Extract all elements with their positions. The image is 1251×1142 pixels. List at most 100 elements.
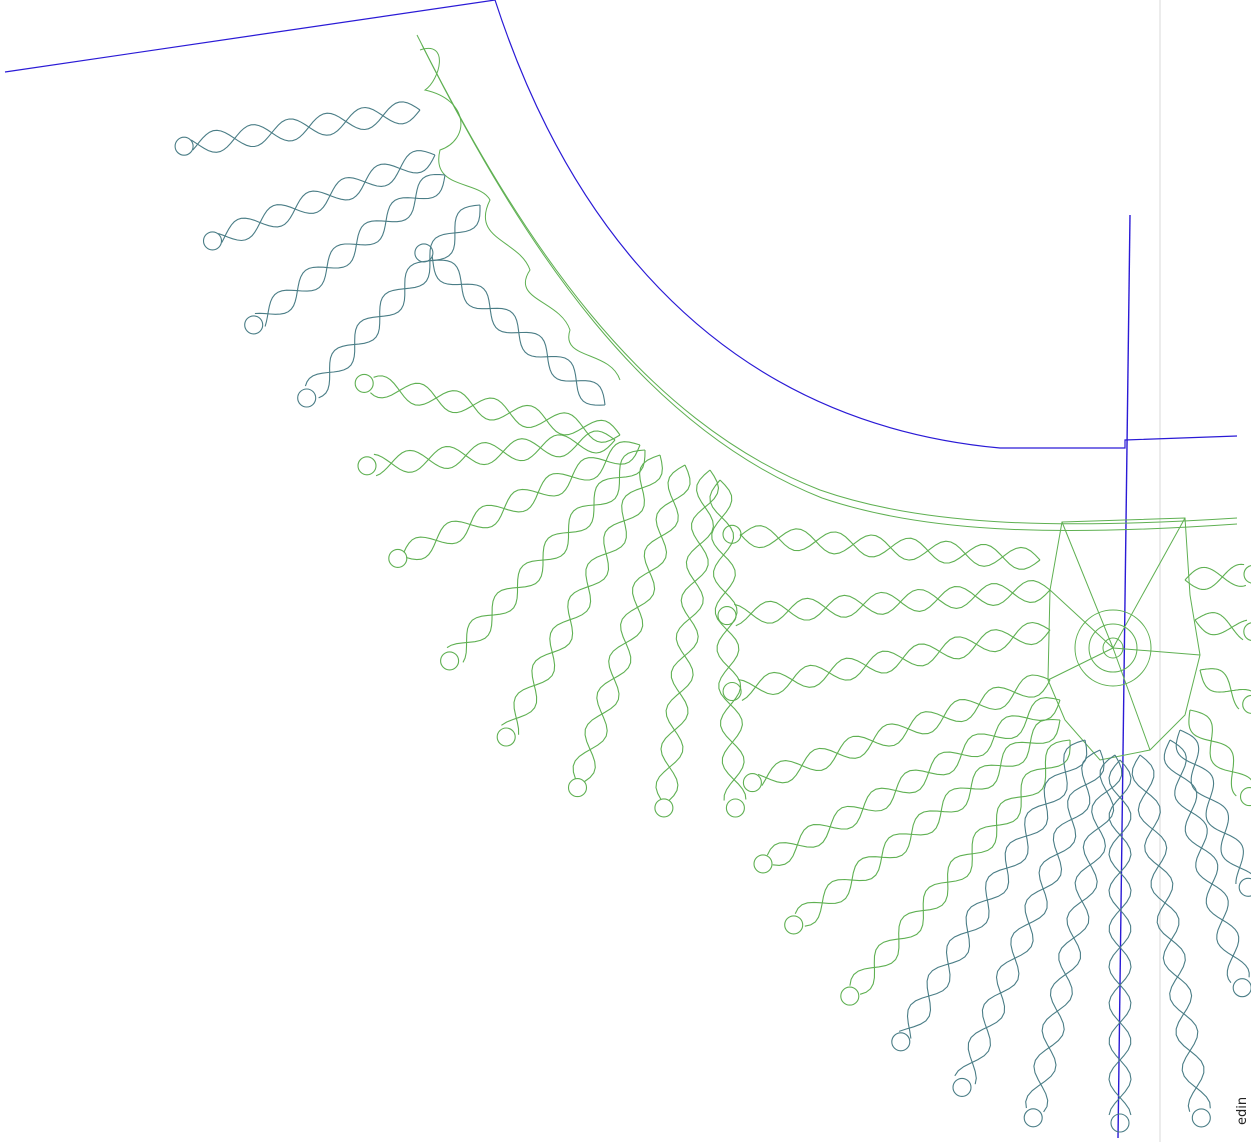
fringe-strand [304,204,481,387]
outline-blue [4,0,1238,449]
fringe-strand [406,444,641,561]
fringe-strand [1033,754,1116,1113]
fringe-strand [373,430,616,473]
fringe-strand [1137,754,1205,1112]
fringe-strand [1194,619,1248,636]
fringe-strand [739,528,1041,567]
fringe-loop [1110,1113,1130,1133]
rosette-ring [1102,637,1124,659]
center-rosette [1047,517,1201,761]
fringe-strand [1108,759,1132,1116]
fringe-strand [1199,669,1251,693]
fringe-loop [1232,978,1251,998]
fringe-strand [967,749,1101,1085]
fringe-strand [427,259,606,406]
fringe-strand [711,479,747,800]
fringe-strand [403,441,641,553]
fringe-loop [1023,1108,1043,1128]
arc-inner [421,44,1238,532]
fringe-strand [737,621,1051,696]
fringe-strand [1108,759,1132,1116]
fringe-loop [1238,877,1251,897]
fringe-strand [1184,563,1245,590]
fringe-loop [725,798,745,818]
fringe-strand [513,454,663,735]
fringe-strand [218,150,436,242]
fringe-loop [1243,622,1251,641]
fringe-loop [722,681,742,702]
rosette-ring [1088,623,1138,673]
fringe-strand [462,449,646,663]
fringe-strand [370,382,621,443]
fringe-strand [794,718,1061,915]
fringe-strand [859,739,1071,995]
fringe-strand [375,434,616,477]
fringe-loop [414,243,434,263]
fringe-loop [357,456,377,476]
rosette-spokes [1047,517,1201,751]
arc-outer [416,34,1238,525]
fringe-loop [440,651,460,671]
fringe-loop [753,854,773,874]
fringe-strand [584,464,691,782]
fringe-strand [761,679,1051,786]
fringe-loop [742,773,762,793]
fringe-loop [244,315,264,335]
fringe-strand [192,106,421,151]
fringe-strand [572,464,686,779]
fringe-group [174,101,1251,1133]
fringe-loop [1239,787,1251,807]
fringe-strand [318,205,481,399]
fringe-strand [734,580,1051,624]
fringe-strand [766,697,1061,856]
fringe-loop [784,915,804,935]
fringe-strand [772,699,1061,866]
fringe-loop [388,548,408,568]
fringe-strand [1025,754,1123,1109]
fringe-loop [952,1077,972,1097]
fringe-strand [254,173,446,315]
fringe-loop [297,388,317,408]
fringe-loop [1243,564,1251,584]
fringe-strand [1189,709,1251,781]
fringe-loop [722,524,742,544]
fringe-strand [190,101,421,153]
fringe-strand [804,719,1061,927]
fringe-strand [1199,668,1240,710]
fringe-strand [1163,739,1240,984]
fringe-strand [660,469,720,801]
fringe-loop [717,606,737,626]
fringe-strand [1169,739,1250,978]
fringe-strand [373,375,621,436]
fringe-strand [1188,709,1237,797]
fringe-strand [954,749,1105,1077]
fringe-strand [898,739,1088,1032]
fringe-strand [757,674,1051,784]
fringe-strand [1179,729,1251,875]
fringe-strand [501,454,661,726]
fringe-loop [1191,1108,1211,1128]
fringe-strand [739,525,1041,570]
fringe-loop [354,373,374,393]
fringe-strand [264,174,446,327]
fringe-strand [849,739,1071,986]
fringe-strand [655,469,714,800]
grain-line [1117,214,1131,1139]
fringe-loop [174,136,194,156]
rosette-ring [1074,609,1152,687]
edge-trim [419,47,621,381]
fringe-strand [709,479,745,801]
fringe-loop [567,778,588,798]
fringe-strand [431,255,606,406]
fringe-loop [1242,694,1251,714]
fringe-strand [906,739,1086,1039]
fringe-loop [840,986,860,1006]
fringe-strand [735,583,1051,627]
fringe-loop [891,1032,911,1052]
fringe-loop [654,798,674,818]
fringe-strand [446,449,646,649]
fringe-strand [221,154,436,243]
side-label: edin [1235,1097,1250,1125]
